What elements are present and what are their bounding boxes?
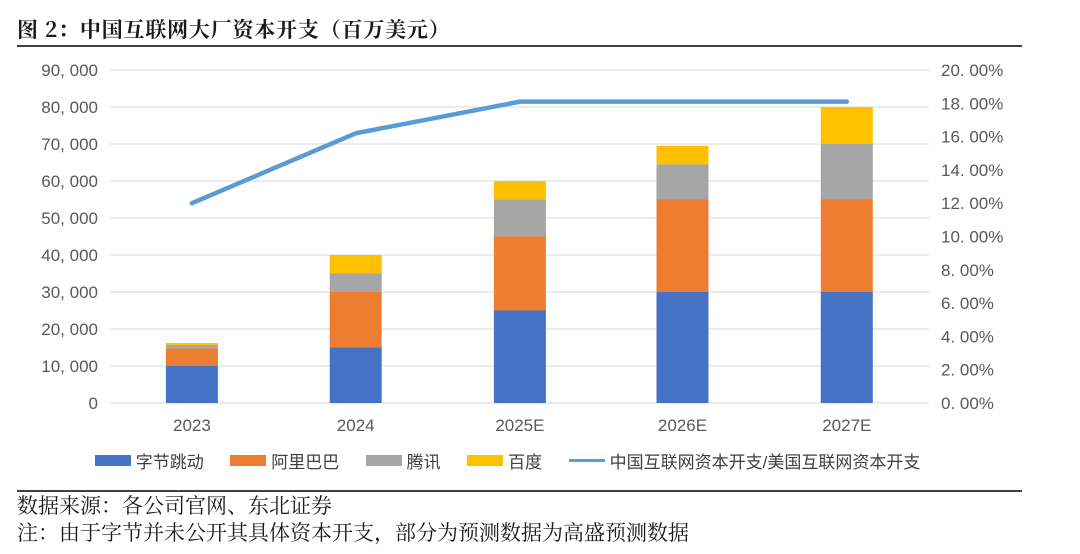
svg-text:20. 00%: 20. 00% (941, 61, 1003, 80)
svg-text:14. 00%: 14. 00% (941, 161, 1003, 180)
svg-text:20, 000: 20, 000 (41, 320, 98, 339)
svg-text:2024: 2024 (337, 416, 375, 435)
svg-text:10, 000: 10, 000 (41, 357, 98, 376)
svg-text:60, 000: 60, 000 (41, 172, 98, 191)
svg-text:12. 00%: 12. 00% (941, 194, 1003, 213)
svg-text:0: 0 (89, 394, 98, 413)
svg-text:4. 00%: 4. 00% (941, 327, 994, 346)
svg-text:2027E: 2027E (822, 416, 871, 435)
svg-text:90, 000: 90, 000 (41, 61, 98, 80)
svg-text:80, 000: 80, 000 (41, 98, 98, 117)
svg-text:2025E: 2025E (495, 416, 544, 435)
svg-text:2023: 2023 (173, 416, 211, 435)
svg-text:6. 00%: 6. 00% (941, 294, 994, 313)
svg-text:0. 00%: 0. 00% (941, 394, 994, 413)
svg-text:70, 000: 70, 000 (41, 135, 98, 154)
svg-text:18. 00%: 18. 00% (941, 94, 1003, 113)
svg-text:2. 00%: 2. 00% (941, 361, 994, 380)
svg-text:40, 000: 40, 000 (41, 246, 98, 265)
svg-text:50, 000: 50, 000 (41, 209, 98, 228)
svg-text:2026E: 2026E (658, 416, 707, 435)
svg-text:16. 00%: 16. 00% (941, 128, 1003, 147)
svg-text:10. 00%: 10. 00% (941, 228, 1003, 247)
svg-text:8. 00%: 8. 00% (941, 261, 994, 280)
svg-text:30, 000: 30, 000 (41, 283, 98, 302)
